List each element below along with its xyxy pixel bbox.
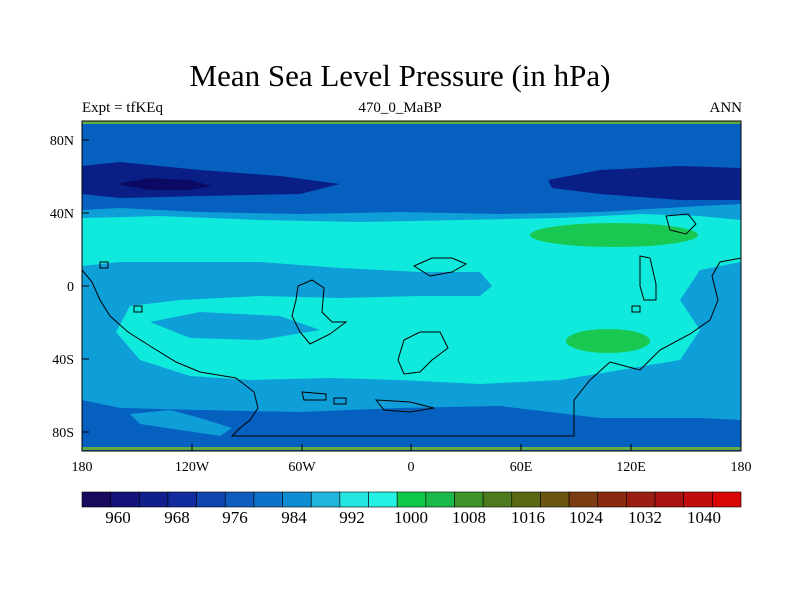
colorbar-label: 1024: [569, 508, 604, 527]
colorbar-swatch: [540, 491, 570, 508]
colorbar-swatch: [396, 491, 427, 508]
colorbar-swatch: [683, 491, 713, 508]
pressure-field: [81, 120, 742, 452]
time-label: 470_0_MaBP: [358, 100, 442, 116]
colorbar-label: 984: [281, 508, 307, 527]
y-axis: 80N 40N 0 40S 80S: [50, 134, 89, 441]
low-pressure-center: [82, 162, 741, 200]
colorbar-swatch: [310, 491, 341, 508]
colorbar-swatch: [626, 491, 656, 508]
period-label: ANN: [709, 100, 743, 116]
colorbar-swatch: [597, 491, 627, 508]
x-tick-label: 60E: [510, 460, 533, 475]
colorbar-swatch: [196, 491, 226, 508]
colorbar-swatch: [511, 491, 541, 508]
experiment-label: Expt = tfKEq: [82, 100, 163, 116]
colorbar-swatch: [568, 491, 599, 508]
y-tick-label: 40N: [50, 207, 74, 222]
x-tick-label: 120E: [616, 460, 646, 475]
colorbar-swatch: [282, 491, 312, 508]
colorbar-swatch: [368, 491, 398, 508]
map-title: Mean Sea Level Pressure (in hPa): [189, 58, 611, 93]
colorbar-label: 992: [339, 508, 365, 527]
colorbar-label: 1000: [394, 508, 428, 527]
x-axis: 180 120W 60W 0 60E 120E 180: [72, 444, 752, 475]
x-tick-label: 0: [408, 460, 415, 475]
y-tick-label: 80S: [52, 426, 74, 441]
colorbar-label: 1008: [452, 508, 486, 527]
colorbar: [81, 491, 742, 508]
y-tick-label: 0: [67, 280, 74, 295]
south-mid-tongue: [150, 312, 320, 340]
colorbar-swatch: [712, 491, 742, 508]
colorbar-swatch: [454, 491, 484, 508]
north-edge-strip: [82, 121, 741, 124]
colorbar-swatch: [81, 491, 111, 508]
colorbar-swatch: [110, 491, 140, 508]
colorbar-swatch: [654, 491, 684, 508]
x-tick-label: 60W: [288, 460, 316, 475]
colorbar-swatch: [253, 491, 283, 508]
colorbar-label: 1032: [628, 508, 662, 527]
x-tick-label: 180: [72, 460, 93, 475]
colorbar-label: 1016: [511, 508, 545, 527]
high-pressure-north: [530, 223, 698, 247]
colorbar-swatch: [482, 491, 513, 508]
colorbar-swatch: [224, 491, 255, 508]
colorbar-swatch: [139, 491, 169, 508]
south-mid-patch: [130, 410, 232, 436]
colorbar-swatch: [167, 491, 197, 508]
y-tick-label: 40S: [52, 353, 74, 368]
colorbar-label: 960: [105, 508, 131, 527]
colorbar-label: 1040: [687, 508, 721, 527]
colorbar-label: 976: [222, 508, 248, 527]
land-outlines: [81, 213, 742, 437]
high-pressure-south: [566, 329, 650, 353]
x-tick-label: 120W: [175, 460, 210, 475]
x-tick-label: 180: [731, 460, 752, 475]
colorbar-label: 968: [164, 508, 190, 527]
deep-low-core: [116, 178, 212, 190]
colorbar-swatch: [425, 491, 455, 508]
y-tick-label: 80N: [50, 134, 74, 149]
colorbar-swatch: [339, 491, 369, 508]
colorbar-labels: 960 968 976 984 992 1000 1008 1016 1024 …: [105, 508, 721, 527]
